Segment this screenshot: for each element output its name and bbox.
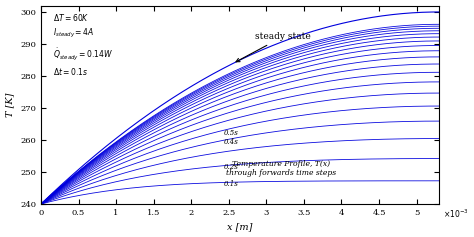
Text: 0.4s: 0.4s xyxy=(224,138,238,146)
X-axis label: x [m]: x [m] xyxy=(228,223,253,232)
Text: Temperature Profile, T(x)
through forwards time steps: Temperature Profile, T(x) through forwar… xyxy=(226,160,337,178)
Text: $\Delta T = 60K$
$I_{steady} = 4A$
$\dot{Q}_{steady} = 0.14W$
$\Delta t = 0.1s$: $\Delta T = 60K$ $I_{steady} = 4A$ $\dot… xyxy=(53,12,113,77)
Text: $\times10^{-3}$: $\times10^{-3}$ xyxy=(443,208,469,220)
Text: steady state: steady state xyxy=(236,32,311,62)
Y-axis label: T [K]: T [K] xyxy=(6,93,15,117)
Text: 0.1s: 0.1s xyxy=(224,180,238,188)
Text: 0.2s: 0.2s xyxy=(224,163,238,171)
Text: 0.5s: 0.5s xyxy=(224,129,238,137)
